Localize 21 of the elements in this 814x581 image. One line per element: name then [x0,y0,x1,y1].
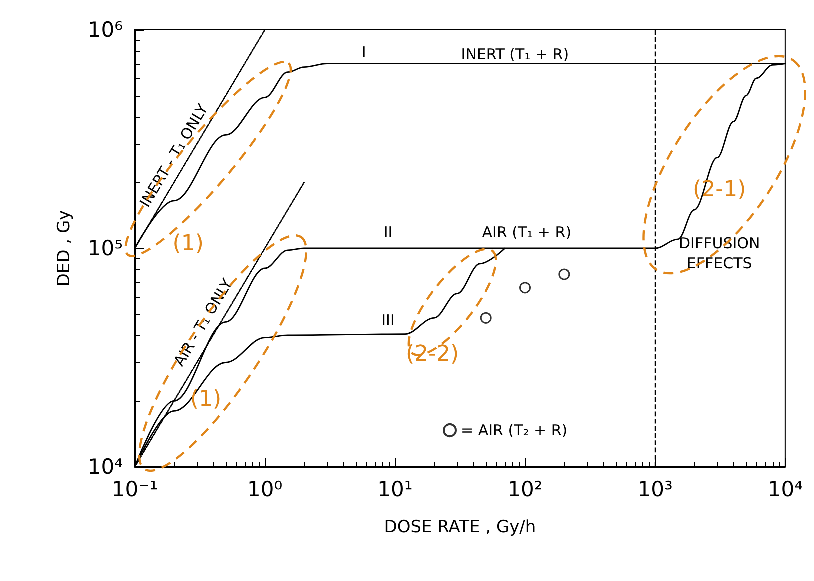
annotation: AIR (T₁ + R) [482,223,572,242]
y-tick-label: 10⁶ [88,18,123,42]
annotation: DIFFUSION EFFECTS [679,234,760,273]
annotation: (1) [172,232,204,257]
annotation: I [362,44,366,62]
x-tick-label: 10⁻¹ [112,478,158,502]
y-axis-title: DED , Gy [54,210,74,287]
x-tick-label: 10³ [638,478,673,502]
annotation: INERT (T₁ + R) [461,45,570,64]
x-tick-label: 10² [508,478,543,502]
x-tick-label: 10⁰ [248,478,283,502]
annotation: III [382,312,395,330]
y-tick-label: 10⁵ [88,236,123,260]
x-tick-label: 10¹ [378,478,413,502]
y-tick-label: 10⁴ [88,455,123,479]
x-tick-label: 10⁴ [768,478,803,502]
annotation: II [384,223,393,242]
annotation: (2-2) [406,342,460,367]
annotation: (1) [190,386,222,412]
x-axis-title: DOSE RATE , Gy/h [384,518,536,538]
legend-label: = AIR (T₂ + R) [461,422,568,440]
